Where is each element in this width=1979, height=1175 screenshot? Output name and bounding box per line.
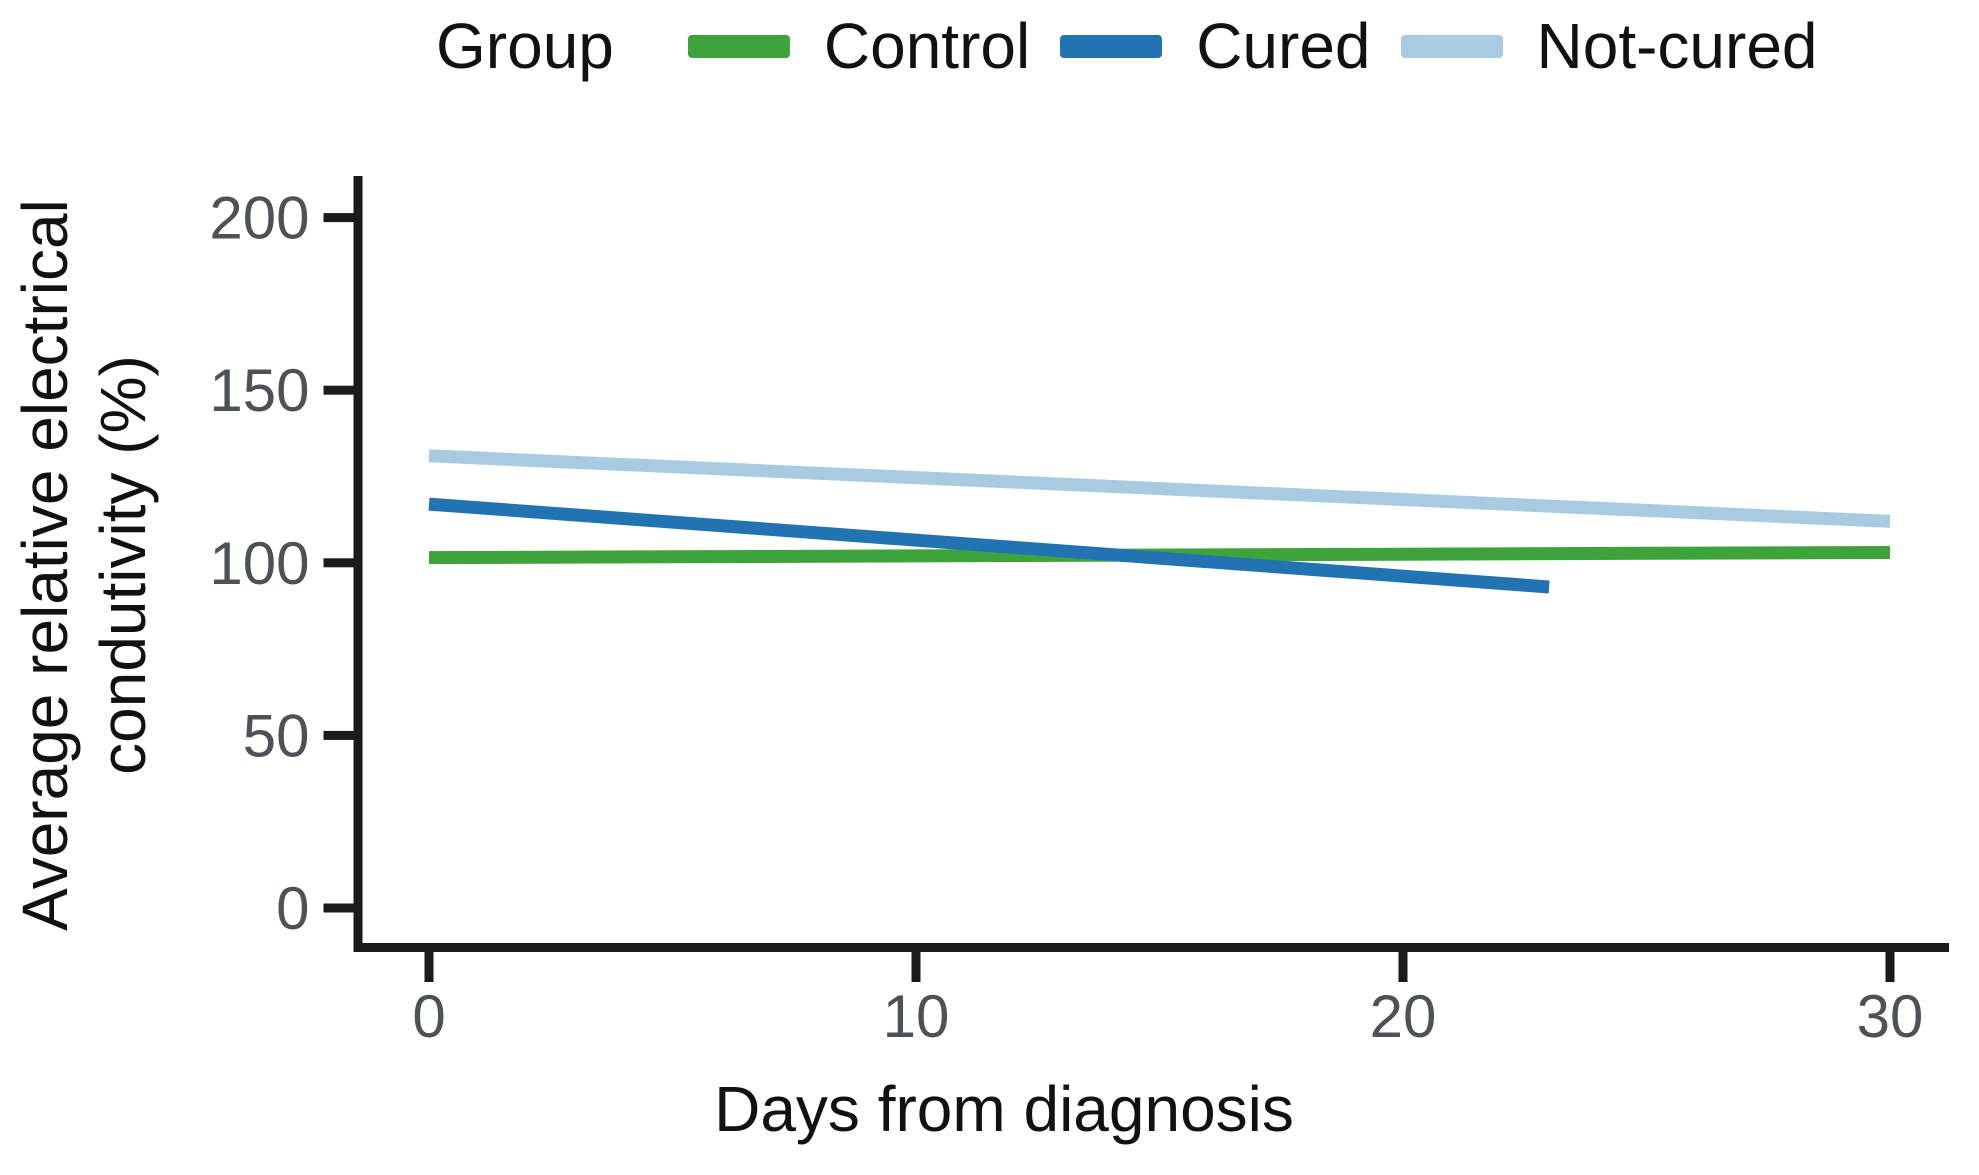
y-axis-line <box>353 176 363 952</box>
y-tick-label: 150 <box>209 357 309 424</box>
y-tick <box>323 213 354 223</box>
y-tick <box>323 558 354 568</box>
series-line-cured <box>428 497 1550 594</box>
series-line-not-cured <box>428 449 1891 528</box>
legend-label-not-cured: Not-cured <box>1536 10 1818 82</box>
y-tick-label: 100 <box>209 530 309 597</box>
legend-label-cured: Cured <box>1196 10 1371 82</box>
x-axis-line <box>353 943 1949 952</box>
x-tick <box>911 952 921 982</box>
x-tick-label: 0 <box>412 983 445 1050</box>
legend-title: Group <box>436 10 614 82</box>
x-tick <box>1885 952 1895 982</box>
legend-swatch-not-cured <box>1400 34 1503 58</box>
legend-item-cured: Cured <box>1060 9 1371 83</box>
legend-swatch-control <box>687 34 790 58</box>
legend-item-control: Control <box>687 9 1031 83</box>
x-tick-label: 10 <box>883 983 950 1050</box>
x-tick-label: 20 <box>1370 983 1437 1050</box>
x-axis-title: Days from diagnosis <box>714 1073 1294 1145</box>
y-tick <box>323 385 354 395</box>
legend-swatch-cured <box>1060 34 1163 58</box>
y-tick <box>323 730 354 740</box>
y-tick-label: 50 <box>243 702 310 769</box>
legend: Group Control Cured Not-cured <box>436 9 1818 83</box>
x-tick-label: 30 <box>1857 983 1924 1050</box>
y-tick-label: 0 <box>276 875 309 942</box>
x-tick <box>1398 952 1408 982</box>
x-tick <box>424 952 434 982</box>
legend-item-not-cured: Not-cured <box>1400 9 1818 83</box>
y-tick-label: 200 <box>209 185 309 252</box>
y-tick <box>323 903 354 913</box>
legend-label-control: Control <box>823 10 1031 82</box>
